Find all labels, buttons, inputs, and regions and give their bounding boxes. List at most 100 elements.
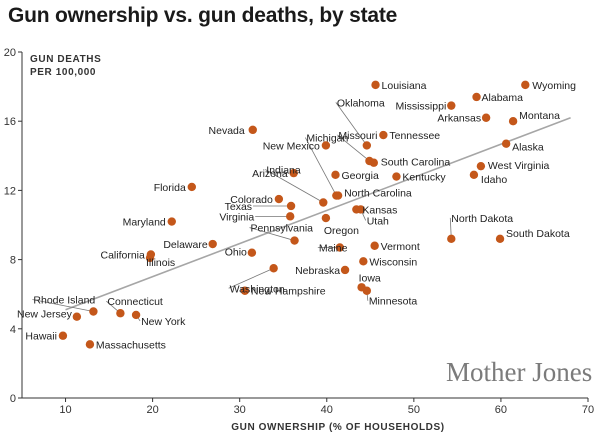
trendline-layer [65, 116, 571, 311]
point-west-virginia [476, 161, 486, 171]
label-alabama: Alabama [482, 92, 524, 104]
label-texas: Texas [225, 201, 252, 213]
point-vermont [370, 241, 379, 250]
point-nevada [248, 125, 257, 135]
point-tennessee [379, 130, 388, 140]
label-michigan: Michigan [306, 133, 348, 145]
label-massachusetts: Massachusetts [96, 339, 166, 351]
y-tick-label: 4 [10, 324, 16, 336]
x-tick-label: 40 [321, 404, 333, 416]
label-maine: Maine [319, 242, 348, 254]
label-washington: Washington [230, 283, 285, 295]
y-axis-label-line2: PER 100,000 [30, 67, 96, 78]
label-arizona: Arizona [252, 168, 288, 180]
point-georgia [331, 170, 340, 180]
point-delaware [208, 239, 217, 249]
label-pennsylvania: Pennsylvania [251, 223, 314, 235]
label-illinois: Illinois [146, 257, 175, 269]
label-oklahoma: Oklahoma [337, 97, 385, 109]
label-utah: Utah [367, 215, 389, 227]
leader-indiana [265, 169, 324, 203]
y-tick-label: 8 [10, 255, 16, 267]
label-arkansas: Arkansas [437, 113, 481, 125]
label-new-mexico: New Mexico [263, 140, 320, 152]
label-wyoming: Wyoming [532, 80, 576, 92]
label-vermont: Vermont [381, 241, 420, 253]
label-kentucky: Kentucky [402, 172, 446, 184]
point-rhode-island [89, 307, 98, 316]
point-indiana [319, 198, 328, 207]
point-oregon [321, 213, 331, 223]
label-indiana: Indiana [266, 165, 301, 177]
point-louisiana [371, 80, 380, 90]
point-alaska [501, 139, 511, 148]
label-maryland: Maryland [123, 217, 166, 229]
label-oregon: Oregon [324, 225, 359, 237]
label-florida: Florida [154, 182, 186, 194]
label-rhode-island: Rhode Island [33, 295, 95, 307]
point-maine [335, 243, 345, 252]
point-virginia [285, 212, 295, 221]
label-missouri: Missouri [338, 130, 377, 142]
point-wisconsin [359, 257, 368, 266]
trend-line [65, 116, 571, 311]
point-labels-layer: Louisiana Wyoming Alabama MississippiArkans… [17, 80, 576, 351]
point-illinois [145, 253, 155, 263]
point-montana [508, 117, 518, 126]
point-colorado [274, 194, 284, 204]
point-mississippi [447, 101, 456, 110]
label-alaska: Alaska [512, 142, 544, 154]
point-kentucky [392, 172, 401, 181]
point-florida [187, 182, 196, 192]
label-ohio: Ohio [225, 247, 247, 259]
label-idaho: Idaho [481, 174, 507, 186]
x-tick-label: 50 [408, 404, 420, 416]
point-arkansas [481, 113, 491, 122]
data-points-layer [58, 80, 530, 349]
label-new-jersey: New Jersey [17, 309, 73, 321]
label-connecticut: Connecticut [107, 296, 163, 308]
label-north-carolina: North Carolina [344, 188, 412, 200]
y-tick-label: 12 [4, 185, 16, 197]
x-tick-label: 10 [59, 404, 71, 416]
y-axis-label-line1: GUN DEATHS [30, 54, 101, 65]
point-minnesota [362, 286, 372, 295]
page-title: Gun ownership vs. gun deaths, by state [8, 4, 398, 27]
label-new-york: New York [141, 316, 186, 328]
point-massachusetts [85, 340, 95, 349]
label-iowa: Iowa [359, 272, 381, 284]
point-maryland [167, 217, 176, 226]
x-axis-label: GUN OWNERSHIP (% OF HOUSEHOLDS) [231, 422, 444, 433]
label-wisconsin: Wisconsin [369, 256, 417, 268]
label-nevada: Nevada [209, 125, 245, 137]
label-virginia: Virginia [219, 211, 254, 223]
label-west-virginia: West Virginia [488, 160, 550, 172]
label-kansas: Kansas [362, 204, 397, 216]
point-ohio [247, 248, 257, 257]
y-tick-label: 20 [4, 47, 16, 59]
y-tick-label: 0 [10, 393, 16, 405]
point-idaho [469, 170, 479, 180]
label-louisiana: Louisiana [382, 80, 427, 92]
label-montana: Montana [519, 110, 560, 122]
label-minnesota: Minnesota [369, 296, 418, 308]
point-north-carolina [333, 191, 343, 200]
point-oklahoma [362, 141, 372, 150]
y-tick-label: 16 [4, 116, 16, 128]
label-georgia: Georgia [341, 170, 379, 182]
point-new-hampshire [240, 286, 250, 295]
point-nebraska [340, 265, 350, 275]
leader-missouri [337, 134, 370, 162]
label-california: California [101, 249, 146, 261]
label-tennessee: Tennessee [389, 130, 440, 142]
leader-michigan [304, 137, 337, 196]
point-new-mexico [321, 141, 331, 150]
leader-washington [228, 267, 274, 289]
axes-layer: 0 4 8 12 16 20 10 20 30 40 50 60 70 GUN DEATHS PER 100… [4, 47, 594, 433]
point-utah [356, 205, 365, 214]
point-arizona [289, 168, 298, 178]
point-pennsylvania [290, 236, 299, 245]
x-tick-label: 60 [495, 404, 507, 416]
label-colorado: Colorado [230, 194, 273, 206]
